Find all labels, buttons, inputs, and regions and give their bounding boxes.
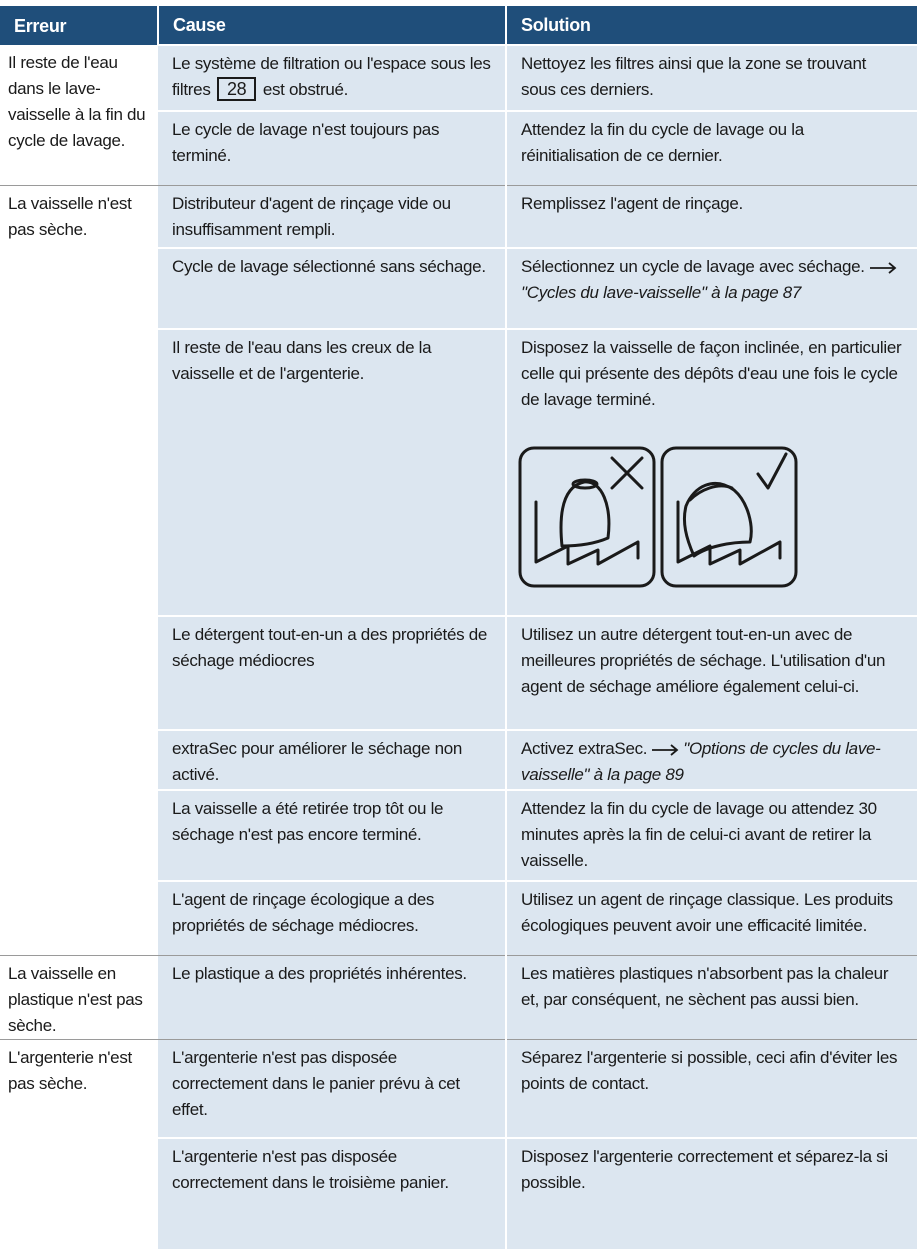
cause-cell: Le système de filtration ou l'espace sou… [158,44,506,111]
error-cell: Il reste de l'eau dans le lave-vaisselle… [0,45,158,185]
cause-cell: La vaisselle a été retirée trop tôt ou l… [158,789,506,881]
error-text: La vaisselle n'est pas sèche. [8,193,132,239]
solution-text: Remplissez l'agent de rinçage. [521,193,743,213]
cause-text: Le système de filtration ou l'espace sou… [172,54,491,99]
arrow-icon [652,743,679,756]
cause-cell: Le cycle de lavage n'est toujours pas te… [158,110,506,185]
cross-reference-link[interactable]: "Cycles du lave-vaisselle" à la page 87 [521,283,802,302]
solution-cell: Utilisez un agent de rinçage classique. … [505,880,917,955]
cause-text: Le plastique a des propriétés inhérentes… [172,963,467,983]
cause-cell: Cycle de lavage sélectionné sans séchage… [158,247,506,329]
cause-text: Cycle de lavage sélectionné sans séchage… [172,257,486,276]
header-cell: Erreur [0,6,158,45]
solution-text: Sélectionnez un cycle de lavage avec séc… [521,257,865,276]
arrow-icon [869,261,897,274]
reference-number: 28 [216,77,257,101]
cause-cell: extraSec pour améliorer le séchage non a… [158,729,506,790]
solution-cell: Les matières plastiques n'absorbent pas … [505,954,917,1039]
table-row: L'agent de rinçage écologique a des prop… [0,880,917,955]
cause-cell: Le détergent tout-en-un a des propriétés… [158,615,506,730]
table-row: L'argenterie n'est pas sèche. L'argenteri… [0,1038,917,1249]
solution-text: Les matières plastiques n'absorbent pas … [521,963,889,1009]
table-row: Le détergent tout-en-un a des propriétés… [0,615,917,730]
cause-text: extraSec pour améliorer le séchage non a… [172,739,463,784]
solution-cell: Activez extraSec. "Options de cycles du l… [505,729,917,790]
header-cell: Cause [157,6,506,45]
table-row: L'argenterie n'est pas disposée correcte… [0,1137,917,1249]
error-text: La vaisselle en plastique n'est pas sèch… [8,963,143,1035]
cause-text: est obstrué. [262,80,349,99]
cause-text: La vaisselle a été retirée trop tôt ou l… [172,799,444,844]
cause-text: L'argenterie n'est pas disposée correcte… [172,1147,449,1192]
cause-cell: L'agent de rinçage écologique a des prop… [158,880,506,955]
cause-text: Le détergent tout-en-un a des propriétés… [172,625,488,670]
solution-text: Utilisez un autre détergent tout-en-un a… [521,625,886,696]
solution-cell: Remplissez l'agent de rinçage. [505,184,917,248]
cause-text: Distributeur d'agent de rinçage vide ou … [172,193,451,239]
cross-reference-link[interactable]: "Options de cycles du lave-vaisselle" à … [521,739,881,784]
table-row: La vaisselle en plastique n'est pas sèch… [0,954,917,1039]
table-row: Cycle de lavage sélectionné sans séchage… [0,247,917,329]
troubleshooting-table: Erreur Cause Solution Il reste de l'eau … [0,6,917,1249]
error-cell: La vaisselle n'est pas sèche. [0,184,158,955]
solution-cell: Utilisez un autre détergent tout-en-un a… [505,615,917,730]
error-text: Il reste de l'eau dans le lave-vaisselle… [8,53,146,150]
table-row: Il reste de l'eau dans le lave-vaisselle… [0,44,917,185]
illustration [518,446,798,588]
cause-cell: Le plastique a des propriétés inhérentes… [158,954,506,1039]
cause-text: L'agent de rinçage écologique a des prop… [172,890,435,935]
solution-cell: Nettoyez les filtres ainsi que la zone s… [505,44,917,111]
error-cell: L'argenterie n'est pas sèche. [0,1038,158,1249]
error-text: L'argenterie n'est pas sèche. [8,1047,132,1093]
cause-cell: Il reste de l'eau dans les creux de la v… [158,328,506,616]
cause-text: Le cycle de lavage n'est toujours pas te… [172,120,440,165]
solution-cell: Sélectionnez un cycle de lavage avec séc… [505,247,917,329]
cause-cell: L'argenterie n'est pas disposée correcte… [158,1038,506,1138]
header-row: Erreur Cause Solution [0,6,917,45]
table-row: La vaisselle n'est pas sèche. Distributeu… [0,184,917,955]
error-cell: La vaisselle en plastique n'est pas sèch… [0,954,158,1039]
solution-cell: Disposez l'argenterie correctement et sé… [505,1137,917,1249]
solution-text: Séparez l'argenterie si possible, ceci a… [521,1047,898,1093]
table-row: extraSec pour améliorer le séchage non a… [0,729,917,790]
header-cell: Solution [505,6,917,45]
solution-cell: Attendez la fin du cycle de lavage ou at… [505,789,917,881]
solution-cell: Attendez la fin du cycle de lavage ou la… [505,110,917,185]
solution-text: Disposez la vaisselle de façon inclinée,… [521,338,902,409]
cause-cell: Distributeur d'agent de rinçage vide ou … [158,184,506,248]
cause-text: Il reste de l'eau dans les creux de la v… [172,338,432,383]
solution-text: Nettoyez les filtres ainsi que la zone s… [521,54,867,99]
cause-cell: L'argenterie n'est pas disposée correcte… [158,1137,506,1249]
solution-text: Attendez la fin du cycle de lavage ou la… [521,120,804,165]
solution-cell: Séparez l'argenterie si possible, ceci a… [505,1038,917,1138]
solution-text: Activez extraSec. [521,739,648,758]
table-body: Il reste de l'eau dans le lave-vaisselle… [0,44,917,1249]
solution-text: Attendez la fin du cycle de lavage ou at… [521,799,877,870]
table-row: Le cycle de lavage n'est toujours pas te… [0,110,917,185]
solution-cell: Disposez la vaisselle de façon inclinée,… [505,328,917,616]
solution-text: Utilisez un agent de rinçage classique. … [521,890,893,935]
cause-text: L'argenterie n'est pas disposée correcte… [172,1047,460,1119]
table-row: La vaisselle a été retirée trop tôt ou l… [0,789,917,881]
table-row: Il reste de l'eau dans les creux de la v… [0,328,917,616]
solution-text: Disposez l'argenterie correctement et sé… [521,1147,888,1192]
